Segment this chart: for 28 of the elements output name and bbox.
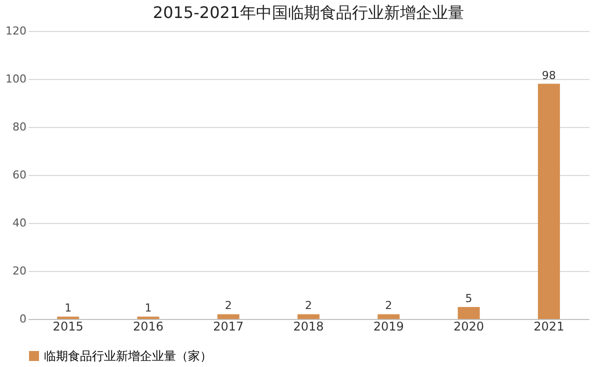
y-tick-label: 100 (6, 72, 26, 86)
chart-title: 2015-2021年中国临期食品行业新增企业量 (152, 3, 464, 22)
x-tick-label: 2020 (454, 320, 484, 334)
bar (298, 314, 320, 319)
data-label: 98 (542, 68, 556, 82)
x-tick-label: 2021 (534, 320, 564, 334)
x-tick-label: 2015 (52, 320, 84, 334)
y-tick-label: 80 (12, 120, 26, 134)
x-tick-label: 2019 (373, 320, 404, 334)
x-tick-label: 2016 (132, 320, 164, 334)
bar (378, 314, 400, 319)
x-tick-label: 2018 (293, 320, 324, 334)
y-tick-label: 20 (12, 264, 26, 278)
y-tick-label: 0 (20, 312, 26, 326)
legend-label: 临期食品行业新增企业量（家） (44, 349, 212, 363)
bar (458, 307, 480, 319)
y-tick-label: 120 (6, 24, 26, 38)
bar (538, 84, 560, 319)
y-tick-label: 60 (12, 168, 26, 182)
data-label: 1 (144, 302, 152, 315)
data-label: 5 (465, 292, 472, 305)
data-label: 2 (385, 299, 392, 312)
data-label: 1 (64, 302, 72, 315)
data-label: 2 (305, 299, 312, 312)
x-tick-label: 2017 (213, 320, 244, 334)
y-tick-label: 40 (12, 216, 26, 230)
bar (217, 314, 240, 319)
data-label: 2 (224, 299, 232, 312)
